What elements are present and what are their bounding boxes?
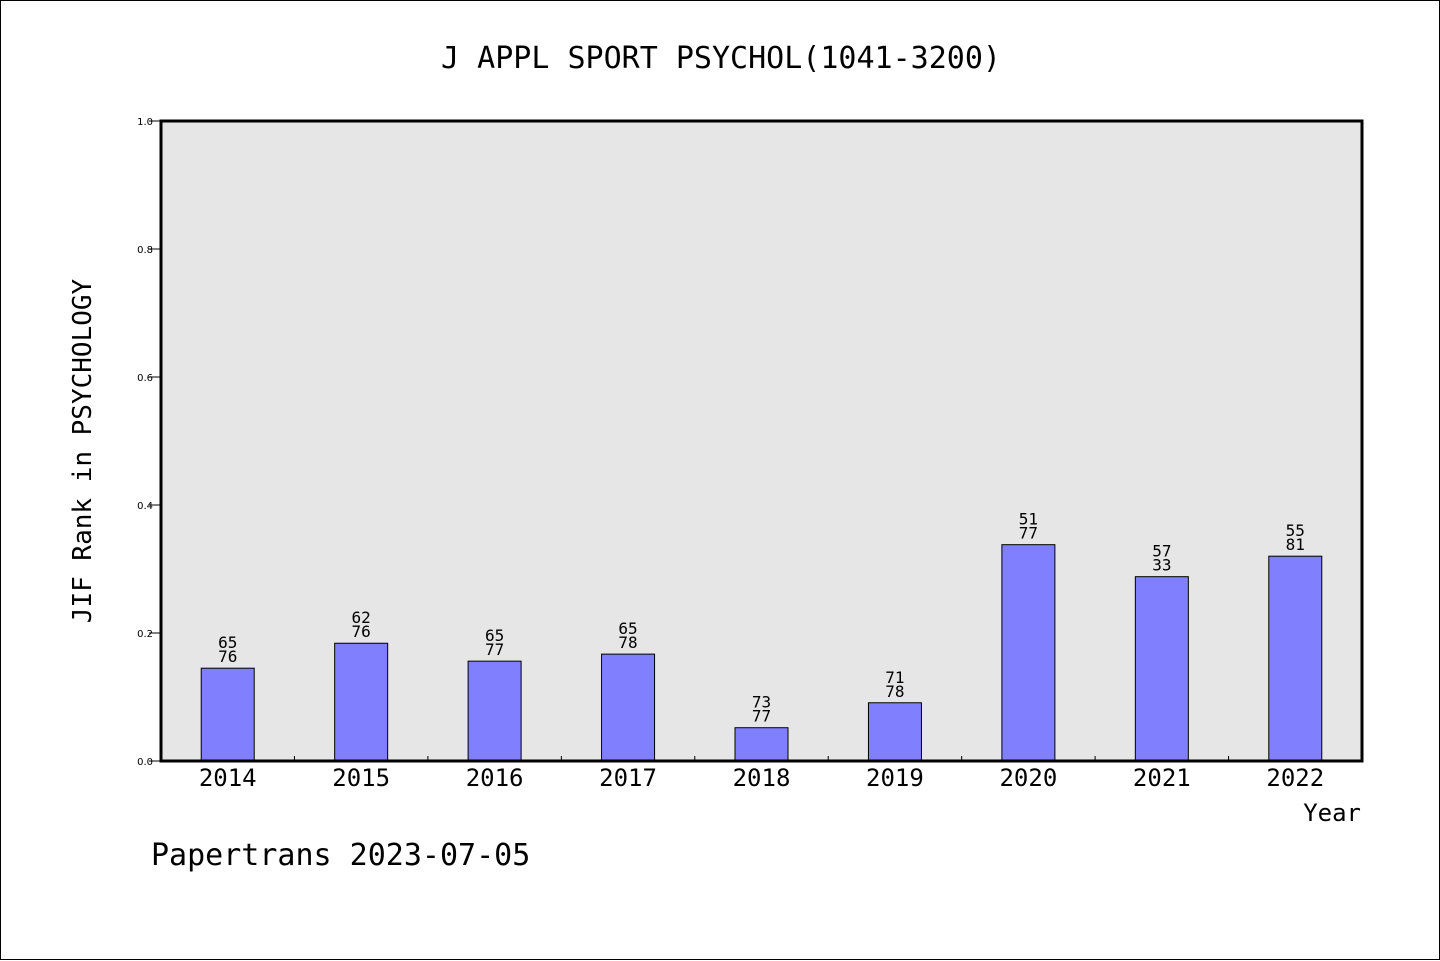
bar-2014 (200, 667, 255, 762)
x-tick-label: 2016 (466, 764, 524, 792)
data-label-top: 65 (485, 626, 504, 645)
data-label-bottom: 81 (1286, 535, 1305, 554)
data-label-top: 65 (218, 633, 237, 652)
bars (200, 544, 1323, 762)
chart-title: J APPL SPORT PSYCHOL(1041-3200) (441, 41, 1001, 76)
data-label-top: 57 (1152, 542, 1171, 561)
data-label-top: 51 (1019, 510, 1038, 529)
plot-border (159, 119, 1364, 763)
y-axis-label: JIF Rank in PSYCHOLOGY (68, 278, 98, 623)
data-label-bottom: 77 (485, 640, 504, 659)
bar-2021 (1134, 576, 1189, 762)
bar-2020 (1001, 544, 1056, 762)
data-label-bottom: 77 (1019, 524, 1038, 543)
x-tick-label: 2014 (199, 764, 257, 792)
x-tick-label: 2020 (999, 764, 1057, 792)
x-tick-label: 2017 (599, 764, 657, 792)
x-tick-label: 2019 (866, 764, 924, 792)
y-tick-label: 1.0 (137, 117, 153, 128)
x-tick-label: 2021 (1133, 764, 1191, 792)
data-label-bottom: 33 (1152, 556, 1171, 575)
data-label-bottom: 78 (885, 682, 904, 701)
bar-2022 (1268, 555, 1323, 762)
data-label-top: 62 (352, 608, 371, 627)
y-tick-label: 0.6 (137, 373, 153, 384)
footer-credit: Papertrans 2023-07-05 (151, 838, 530, 873)
y-tick-label: 0.4 (137, 501, 153, 512)
data-label-bottom: 76 (218, 647, 237, 666)
data-label-top: 71 (885, 668, 904, 687)
y-tick-label: 0.0 (137, 757, 153, 768)
x-tick-label: 2018 (733, 764, 791, 792)
bar-2015 (334, 642, 389, 762)
data-label-bottom: 76 (352, 622, 371, 641)
bar-2019 (867, 702, 922, 762)
data-label-top: 73 (752, 693, 771, 712)
x-axis-label: Year (1303, 799, 1361, 827)
y-tick-label: 0.2 (137, 629, 153, 640)
bar-2018 (734, 727, 789, 762)
bar-2017 (601, 653, 656, 762)
y-tick-label: 0.8 (137, 245, 153, 256)
data-label-top: 65 (618, 619, 637, 638)
bar-2016 (467, 660, 522, 762)
data-label-bottom: 78 (618, 633, 637, 652)
x-tick-label: 2022 (1266, 764, 1324, 792)
data-label-bottom: 77 (752, 707, 771, 726)
y-axis: 0.0 0.2 0.4 0.6 0.8 1.0 (137, 117, 161, 768)
x-axis: 2014 2015 2016 2017 2018 2019 2020 2021 2022 (199, 756, 1324, 792)
x-tick-label: 2015 (332, 764, 390, 792)
data-label-top: 55 (1286, 521, 1305, 540)
